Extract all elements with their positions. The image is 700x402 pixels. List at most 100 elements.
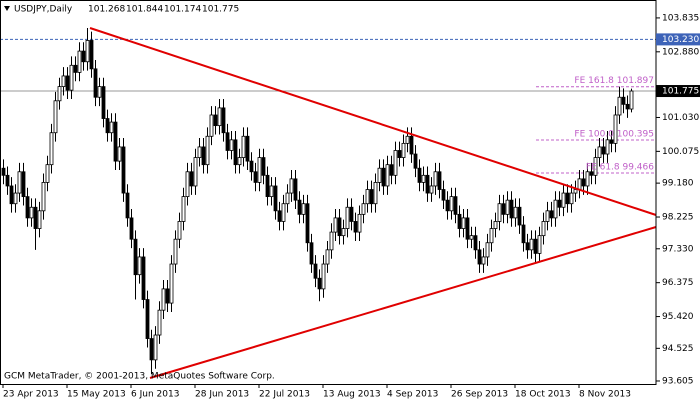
x-tick-label: 18 Oct 2013 [515, 390, 571, 400]
candle-body [389, 164, 394, 176]
candle-body [541, 221, 546, 237]
candle-body [569, 192, 574, 205]
candle-body [41, 182, 46, 212]
candle-body [213, 114, 218, 127]
candle-body [345, 206, 350, 229]
candle-body [625, 103, 630, 110]
candle-body [461, 217, 466, 229]
header-value: 101.844 [126, 5, 163, 15]
candle-body [449, 196, 454, 212]
candle-body [353, 221, 358, 233]
y-tick-label: 103.835 [662, 13, 699, 23]
candle-body [229, 139, 234, 151]
candle-body [617, 96, 622, 116]
trendline-lower [149, 226, 657, 379]
candle-body [25, 196, 30, 219]
candle-body [509, 199, 514, 219]
candle-body [425, 174, 430, 194]
candle-body [329, 231, 334, 251]
candle-body [589, 171, 594, 176]
candle-body [393, 150, 398, 176]
footnote: GCM MetaTrader, © 2001-2013, MetaQuotes … [4, 372, 275, 382]
candle-body [561, 192, 566, 208]
candle-body [537, 235, 542, 254]
candle-body [137, 256, 142, 276]
candle-body [89, 40, 94, 70]
candle-body [365, 189, 370, 205]
candle-body [197, 146, 202, 158]
candle-body [97, 86, 102, 98]
candle-body [381, 167, 386, 187]
candle-body [189, 171, 194, 187]
candle-body [45, 164, 50, 183]
collapse-icon [4, 6, 10, 11]
candle-body [177, 221, 182, 240]
candle-body [21, 171, 26, 198]
candle-body [217, 107, 222, 127]
candle-body [153, 334, 158, 361]
candle-body [293, 178, 298, 201]
candle-body [237, 157, 242, 166]
candle-body [533, 238, 538, 254]
candle-body [397, 150, 402, 158]
candle-body [305, 203, 310, 244]
candle-body [317, 277, 322, 290]
candle-body [149, 338, 154, 361]
candle-body [269, 185, 274, 198]
candle-body [529, 238, 534, 251]
x-tick-label: 23 Apr 2013 [3, 390, 59, 400]
candle-body [133, 238, 138, 276]
candle-body [401, 142, 406, 158]
candle-body [553, 199, 558, 219]
candle-body [241, 135, 246, 158]
candle-body [261, 157, 266, 176]
candle-body [265, 174, 270, 198]
candle-body [277, 210, 282, 222]
x-tick-label: 8 Nov 2013 [579, 390, 631, 400]
y-tick-label: 98.225 [662, 213, 694, 223]
candle-body [337, 217, 342, 237]
candle-body [525, 242, 530, 251]
candle-body [165, 288, 170, 304]
candle-body [605, 139, 610, 155]
candle-body [573, 189, 578, 194]
candle-body [433, 171, 438, 187]
y-tick-label: 94.525 [662, 344, 694, 354]
level-label: 101.775 [662, 87, 699, 97]
candle-body [201, 146, 206, 166]
candle-body [565, 192, 570, 205]
fe-level-label: FE 100.0 100.395 [574, 130, 654, 140]
candle-body [245, 135, 250, 162]
candle-body [321, 263, 326, 290]
x-tick-label: 28 Jun 2013 [195, 390, 249, 400]
candle-body [101, 86, 106, 119]
candle-body [53, 100, 58, 134]
candle-body [473, 235, 478, 251]
y-tick-label: 101.030 [662, 113, 699, 123]
candle-body [13, 192, 18, 205]
candle-body [557, 199, 562, 208]
candle-body [221, 107, 226, 134]
candle-body [577, 178, 582, 190]
candle-body [477, 249, 482, 265]
y-tick-label: 93.605 [662, 376, 694, 386]
candle-body [281, 203, 286, 222]
y-tick-label: 100.075 [662, 147, 699, 157]
candle-body [549, 210, 554, 219]
candle-body [373, 182, 378, 205]
x-tick-label: 26 Sep 2013 [451, 390, 508, 400]
candle-body [141, 256, 146, 300]
candle-body [121, 146, 126, 194]
y-tick-label: 102.880 [662, 47, 699, 57]
candle-body [545, 210, 550, 222]
candle-body [33, 206, 38, 229]
candle-body [73, 64, 78, 73]
candle-body [17, 171, 22, 194]
candle-body [501, 203, 506, 215]
candle-body [61, 75, 66, 87]
candle-body [469, 235, 474, 240]
candle-body [285, 192, 290, 205]
candle-body [601, 146, 606, 155]
trendline-upper [89, 27, 657, 216]
